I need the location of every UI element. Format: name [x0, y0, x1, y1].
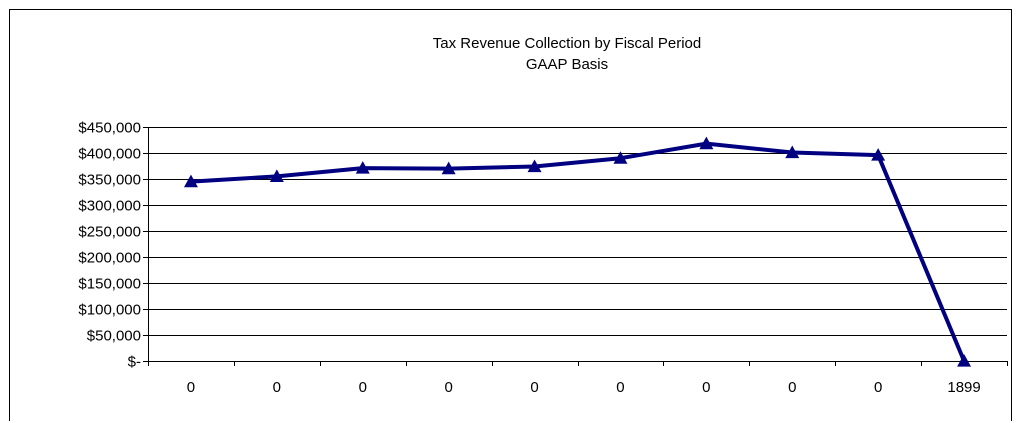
x-axis-tick-labels: 0 0 0 0 0 0 0 0 0 1899 — [187, 379, 981, 396]
y-tick-label: $350,000 — [78, 172, 141, 189]
data-point-marker — [785, 145, 800, 159]
data-point-marker — [269, 169, 284, 182]
x-tick-label: 0 — [702, 379, 710, 396]
data-point-marker — [613, 151, 628, 164]
x-tick-label: 1899 — [947, 379, 980, 396]
x-tick-label: 0 — [273, 379, 281, 396]
axes — [143, 127, 1008, 366]
data-point-marker — [699, 136, 714, 150]
y-tick-label: $50,000 — [87, 328, 141, 345]
y-tick-label: $250,000 — [78, 224, 141, 241]
y-tick-label: $- — [128, 354, 141, 371]
x-tick-label: 0 — [187, 379, 195, 396]
y-axis-tick-labels: $- $50,000 $100,000 $150,000 $200,000 $250,00… — [78, 120, 141, 371]
x-tick-label: 0 — [874, 379, 882, 396]
x-tick-label: 0 — [788, 379, 796, 396]
y-tick-label: $450,000 — [78, 120, 141, 137]
data-point-marker — [871, 148, 886, 161]
data-point-marker — [183, 174, 198, 188]
x-tick-label: 0 — [616, 379, 624, 396]
y-tick-label: $150,000 — [78, 276, 141, 293]
series-layer — [183, 136, 972, 367]
data-point-marker — [355, 161, 370, 174]
data-point-marker — [527, 159, 542, 173]
chart-subtitle: GAAP Basis — [526, 56, 608, 73]
x-tick-label: 0 — [359, 379, 367, 396]
data-point-marker — [441, 161, 456, 175]
y-tick-label: $400,000 — [78, 146, 141, 163]
series-line — [190, 141, 966, 362]
y-tick-label: $200,000 — [78, 250, 141, 267]
y-tick-label: $100,000 — [78, 302, 141, 319]
data-point-marker — [957, 354, 972, 367]
y-tick-label: $300,000 — [78, 198, 141, 215]
x-tick-label: 0 — [530, 379, 538, 396]
chart-title: Tax Revenue Collection by Fiscal Period — [433, 35, 701, 52]
x-tick-label: 0 — [444, 379, 452, 396]
gridlines — [148, 127, 1007, 336]
chart-frame — [9, 9, 1012, 421]
